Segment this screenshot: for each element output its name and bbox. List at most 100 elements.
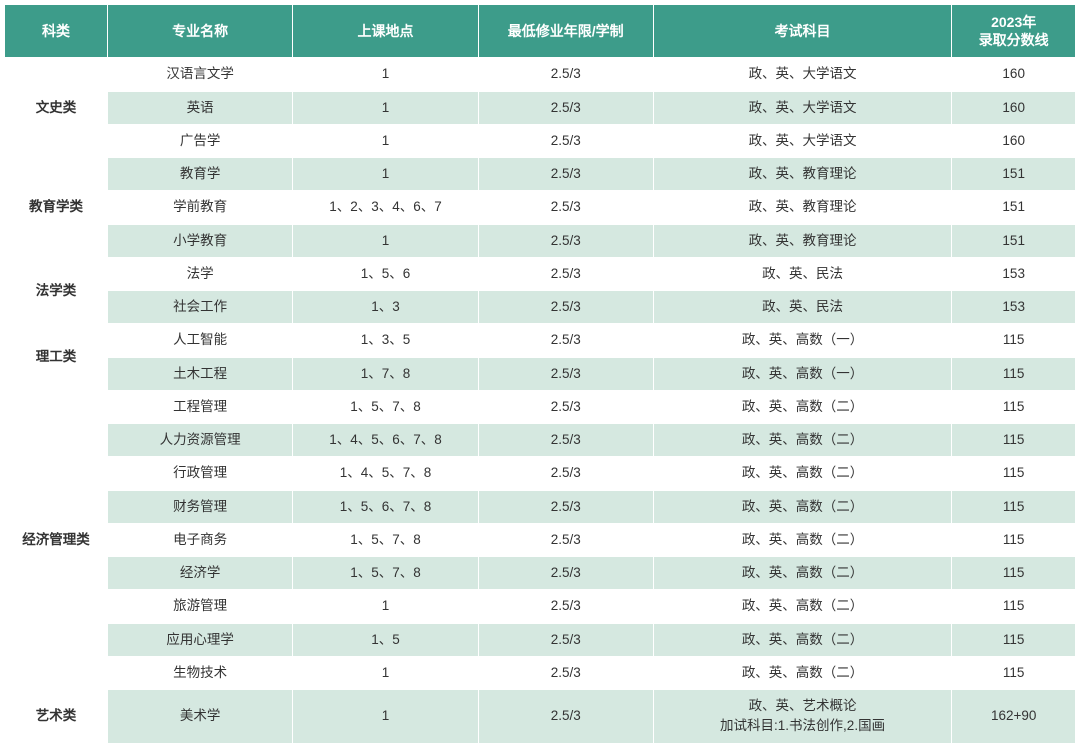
major-cell: 小学教育 bbox=[107, 224, 292, 257]
duration-cell: 2.5/3 bbox=[478, 257, 653, 290]
major-cell: 广告学 bbox=[107, 124, 292, 157]
score-cell: 151 bbox=[952, 191, 1076, 224]
major-cell: 生物技术 bbox=[107, 656, 292, 689]
score-cell: 115 bbox=[952, 490, 1076, 523]
duration-cell: 2.5/3 bbox=[478, 357, 653, 390]
major-cell: 法学 bbox=[107, 257, 292, 290]
location-cell: 1、5、6 bbox=[293, 257, 478, 290]
score-cell: 151 bbox=[952, 224, 1076, 257]
location-cell: 1、5、6、7、8 bbox=[293, 490, 478, 523]
table-row: 法学类法学1、5、62.5/3政、英、民法153 bbox=[5, 257, 1076, 290]
category-cell: 理工类 bbox=[5, 324, 108, 391]
table-row: 理工类人工智能1、3、52.5/3政、英、高数（一）115 bbox=[5, 324, 1076, 357]
score-cell: 115 bbox=[952, 590, 1076, 623]
duration-cell: 2.5/3 bbox=[478, 324, 653, 357]
duration-cell: 2.5/3 bbox=[478, 390, 653, 423]
score-cell: 160 bbox=[952, 91, 1076, 124]
score-cell: 115 bbox=[952, 324, 1076, 357]
duration-cell: 2.5/3 bbox=[478, 457, 653, 490]
score-cell: 115 bbox=[952, 656, 1076, 689]
major-cell: 应用心理学 bbox=[107, 623, 292, 656]
header-location: 上课地点 bbox=[293, 5, 478, 58]
header-duration: 最低修业年限/学制 bbox=[478, 5, 653, 58]
score-cell: 115 bbox=[952, 357, 1076, 390]
duration-cell: 2.5/3 bbox=[478, 58, 653, 91]
score-cell: 162+90 bbox=[952, 690, 1076, 744]
score-cell: 115 bbox=[952, 390, 1076, 423]
duration-cell: 2.5/3 bbox=[478, 424, 653, 457]
duration-cell: 2.5/3 bbox=[478, 291, 653, 324]
exam-cell: 政、英、高数（二） bbox=[653, 557, 952, 590]
category-cell: 艺术类 bbox=[5, 690, 108, 744]
category-cell: 教育学类 bbox=[5, 158, 108, 258]
major-cell: 行政管理 bbox=[107, 457, 292, 490]
location-cell: 1、5、7、8 bbox=[293, 557, 478, 590]
major-cell: 教育学 bbox=[107, 158, 292, 191]
exam-cell: 政、英、大学语文 bbox=[653, 91, 952, 124]
score-cell: 153 bbox=[952, 257, 1076, 290]
major-cell: 电子商务 bbox=[107, 523, 292, 556]
location-cell: 1、7、8 bbox=[293, 357, 478, 390]
header-exam: 考试科目 bbox=[653, 5, 952, 58]
table-row: 教育学类教育学12.5/3政、英、教育理论151 bbox=[5, 158, 1076, 191]
header-score: 2023年录取分数线 bbox=[952, 5, 1076, 58]
header-category: 科类 bbox=[5, 5, 108, 58]
score-cell: 115 bbox=[952, 457, 1076, 490]
score-cell: 115 bbox=[952, 523, 1076, 556]
table-row: 电子商务1、5、7、82.5/3政、英、高数（二）115 bbox=[5, 523, 1076, 556]
exam-cell: 政、英、大学语文 bbox=[653, 58, 952, 91]
duration-cell: 2.5/3 bbox=[478, 656, 653, 689]
location-cell: 1、5、7、8 bbox=[293, 390, 478, 423]
major-cell: 汉语言文学 bbox=[107, 58, 292, 91]
exam-cell: 政、英、高数（二） bbox=[653, 457, 952, 490]
location-cell: 1、4、5、6、7、8 bbox=[293, 424, 478, 457]
location-cell: 1 bbox=[293, 124, 478, 157]
major-cell: 社会工作 bbox=[107, 291, 292, 324]
location-cell: 1 bbox=[293, 91, 478, 124]
table-row: 土木工程1、7、82.5/3政、英、高数（一）115 bbox=[5, 357, 1076, 390]
exam-cell: 政、英、高数（二） bbox=[653, 590, 952, 623]
duration-cell: 2.5/3 bbox=[478, 557, 653, 590]
duration-cell: 2.5/3 bbox=[478, 124, 653, 157]
location-cell: 1 bbox=[293, 58, 478, 91]
score-cell: 115 bbox=[952, 424, 1076, 457]
table-row: 小学教育12.5/3政、英、教育理论151 bbox=[5, 224, 1076, 257]
location-cell: 1、5、7、8 bbox=[293, 523, 478, 556]
exam-cell: 政、英、高数（二） bbox=[653, 390, 952, 423]
table-row: 应用心理学1、52.5/3政、英、高数（二）115 bbox=[5, 623, 1076, 656]
duration-cell: 2.5/3 bbox=[478, 523, 653, 556]
table-row: 社会工作1、32.5/3政、英、民法153 bbox=[5, 291, 1076, 324]
major-cell: 经济学 bbox=[107, 557, 292, 590]
location-cell: 1、3 bbox=[293, 291, 478, 324]
header-major: 专业名称 bbox=[107, 5, 292, 58]
location-cell: 1、4、5、7、8 bbox=[293, 457, 478, 490]
category-cell: 法学类 bbox=[5, 257, 108, 324]
exam-cell: 政、英、高数（二） bbox=[653, 424, 952, 457]
duration-cell: 2.5/3 bbox=[478, 623, 653, 656]
duration-cell: 2.5/3 bbox=[478, 590, 653, 623]
location-cell: 1 bbox=[293, 158, 478, 191]
exam-cell: 政、英、大学语文 bbox=[653, 124, 952, 157]
score-cell: 153 bbox=[952, 291, 1076, 324]
score-cell: 160 bbox=[952, 124, 1076, 157]
duration-cell: 2.5/3 bbox=[478, 690, 653, 744]
duration-cell: 2.5/3 bbox=[478, 224, 653, 257]
location-cell: 1、3、5 bbox=[293, 324, 478, 357]
exam-cell: 政、英、民法 bbox=[653, 257, 952, 290]
table-row: 人力资源管理1、4、5、6、7、82.5/3政、英、高数（二）115 bbox=[5, 424, 1076, 457]
duration-cell: 2.5/3 bbox=[478, 158, 653, 191]
exam-cell: 政、英、高数（二） bbox=[653, 623, 952, 656]
exam-cell: 政、英、教育理论 bbox=[653, 224, 952, 257]
location-cell: 1、5 bbox=[293, 623, 478, 656]
score-cell: 151 bbox=[952, 158, 1076, 191]
table-body: 文史类汉语言文学12.5/3政、英、大学语文160英语12.5/3政、英、大学语… bbox=[5, 58, 1076, 743]
table-row: 行政管理1、4、5、7、82.5/3政、英、高数（二）115 bbox=[5, 457, 1076, 490]
table-row: 广告学12.5/3政、英、大学语文160 bbox=[5, 124, 1076, 157]
major-cell: 人工智能 bbox=[107, 324, 292, 357]
exam-cell: 政、英、民法 bbox=[653, 291, 952, 324]
major-cell: 学前教育 bbox=[107, 191, 292, 224]
major-cell: 旅游管理 bbox=[107, 590, 292, 623]
location-cell: 1 bbox=[293, 590, 478, 623]
exam-cell: 政、英、教育理论 bbox=[653, 191, 952, 224]
table-row: 经济学1、5、7、82.5/3政、英、高数（二）115 bbox=[5, 557, 1076, 590]
